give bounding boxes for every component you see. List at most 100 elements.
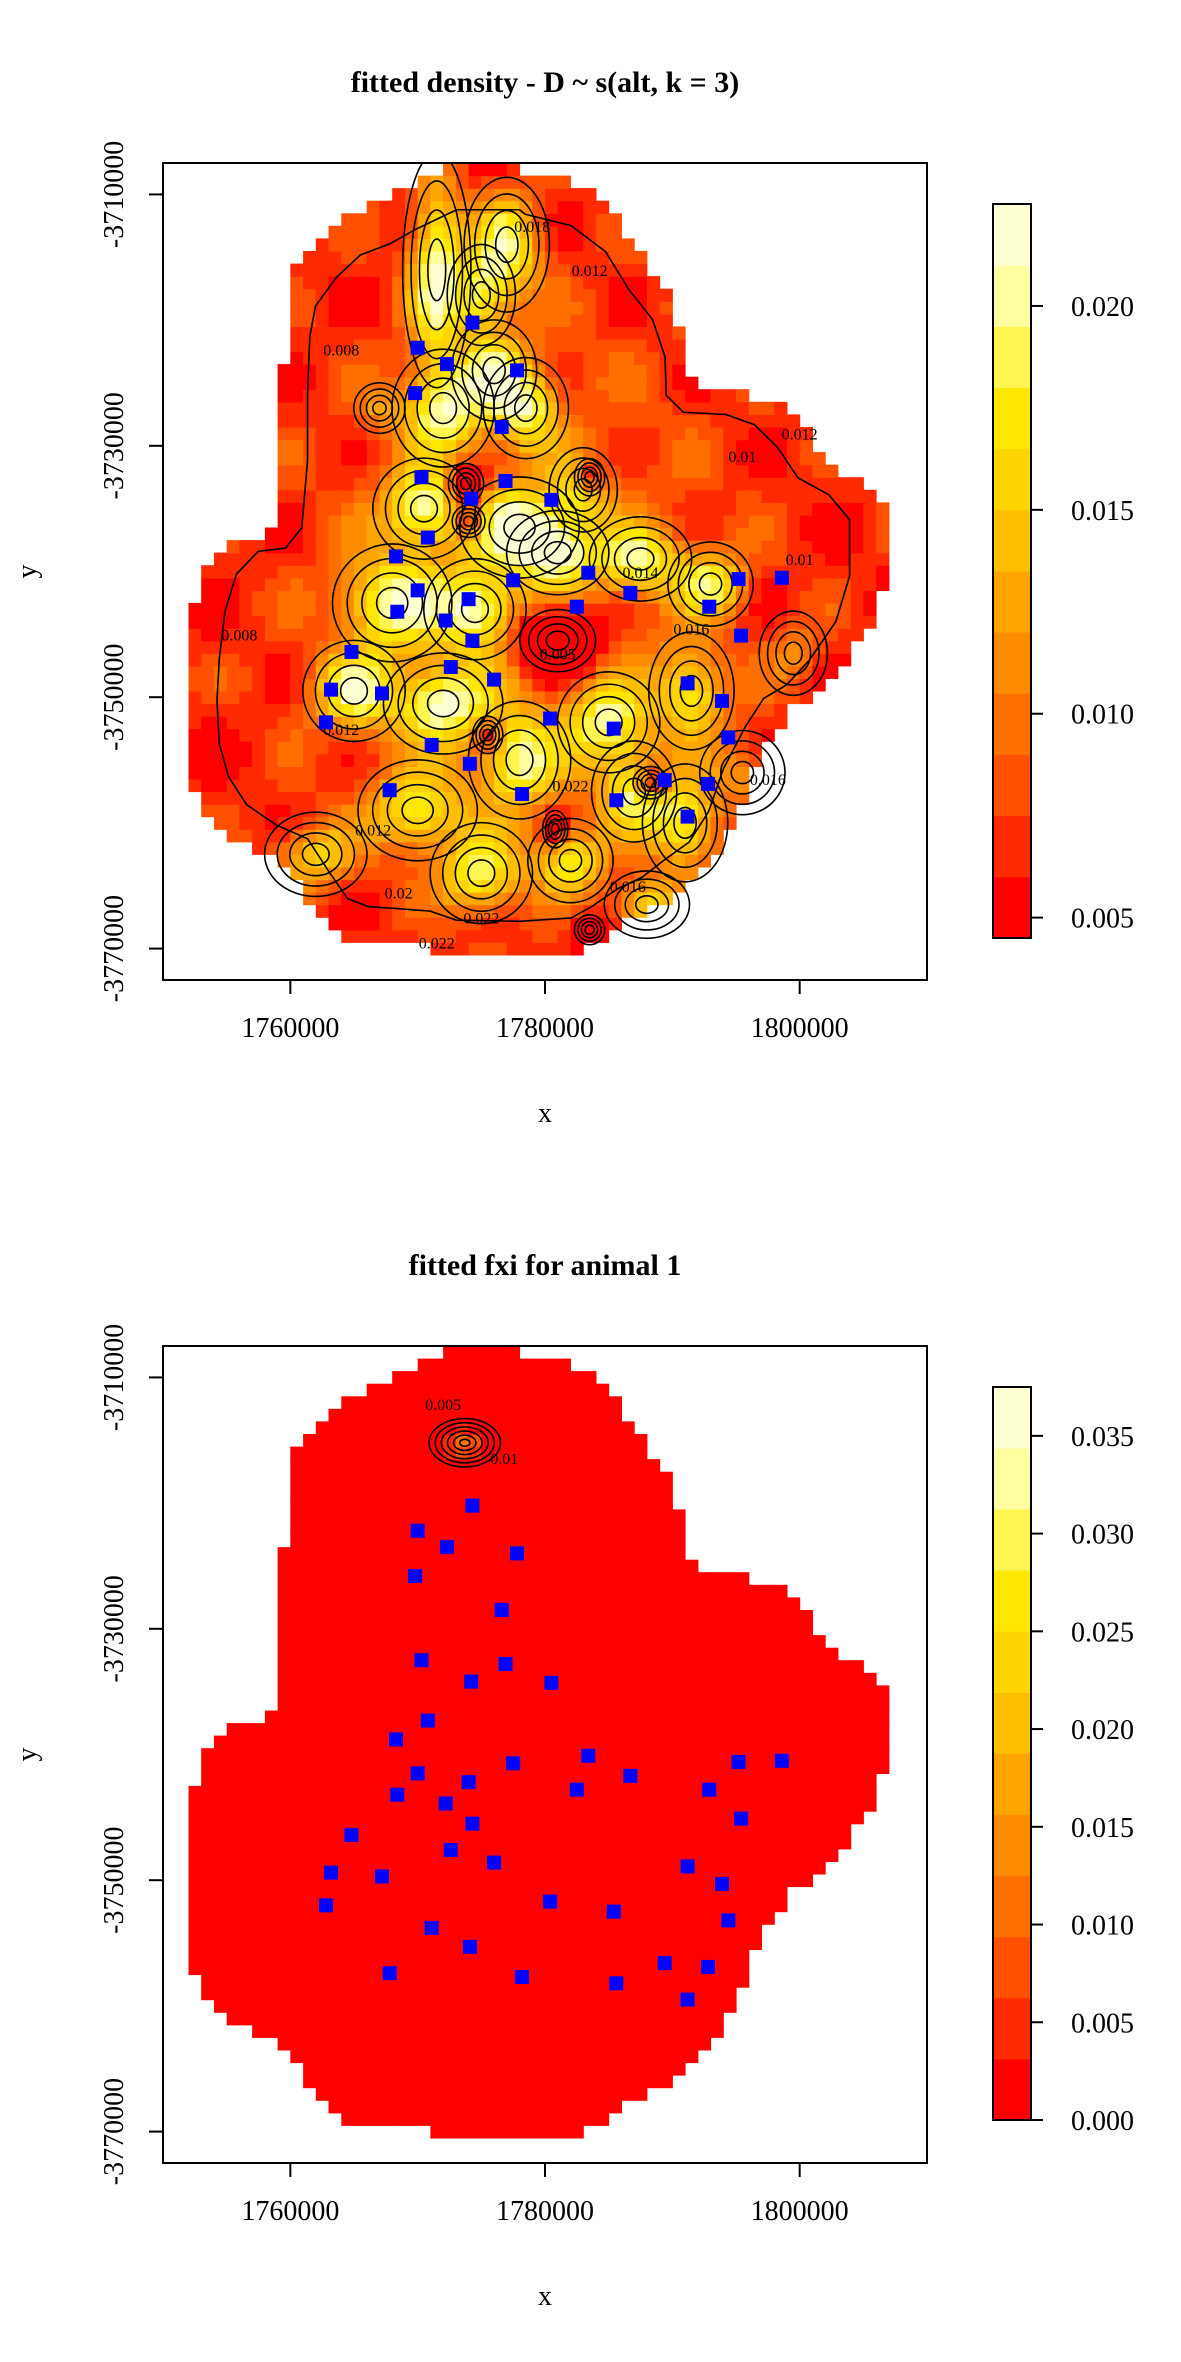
heatmap-cell	[417, 917, 431, 931]
heatmap-cell	[366, 2100, 380, 2114]
heatmap-cell	[748, 1597, 762, 1611]
heatmap-cell	[723, 439, 737, 453]
heatmap-cell	[506, 439, 521, 453]
heatmap-cell	[328, 427, 342, 441]
heatmap-cell	[303, 1597, 317, 1611]
heatmap-cell	[736, 1798, 750, 1812]
heatmap-cell	[341, 1697, 355, 1712]
heatmap-cell	[532, 1408, 546, 1422]
heatmap-cell	[685, 1697, 699, 1712]
heatmap-cell	[506, 1346, 521, 1360]
heatmap-cell	[430, 2012, 444, 2026]
heatmap-cell	[392, 1610, 406, 1624]
heatmap-cell	[519, 2125, 533, 2139]
heatmap-cell	[379, 351, 393, 365]
heatmap-cell	[761, 1723, 775, 1737]
heatmap-cell	[494, 1735, 508, 1749]
heatmap-cell	[315, 414, 330, 428]
heatmap-cell	[252, 1861, 266, 1875]
heatmap-cell	[315, 1434, 330, 1448]
heatmap-cell	[697, 1987, 712, 2001]
heatmap-cell	[570, 1622, 584, 1636]
heatmap-cell	[404, 1383, 419, 1397]
heatmap-cell	[697, 1597, 712, 1611]
heatmap-cell	[545, 1735, 559, 1749]
heatmap-cell	[672, 1823, 686, 1837]
heatmap-cell	[506, 1936, 521, 1950]
heatmap-cell	[621, 829, 635, 843]
heatmap-cell	[481, 1873, 495, 1888]
heatmap-cell	[786, 1811, 801, 1825]
heatmap-cell	[634, 1861, 648, 1875]
heatmap-cell	[366, 1534, 380, 1548]
heatmap-cell	[290, 678, 304, 692]
heatmap-cell	[506, 552, 521, 566]
heatmap-cell	[621, 1974, 635, 1988]
heatmap-cell	[532, 1798, 546, 1812]
heatmap-cell	[532, 339, 546, 353]
heatmap-cell	[774, 1798, 788, 1812]
heatmap-cell	[366, 741, 380, 755]
heatmap-cell	[557, 389, 571, 403]
heatmap-cell	[685, 1836, 699, 1850]
heatmap-cell	[290, 665, 304, 679]
heatmap-cell	[519, 1987, 533, 2001]
heatmap-cell	[379, 326, 393, 340]
heatmap-cell	[545, 2100, 559, 2114]
heatmap-cell	[557, 1886, 571, 1900]
heatmap-cell	[557, 1999, 571, 2013]
contour-line	[357, 758, 479, 862]
heatmap-cell	[430, 175, 444, 189]
heatmap-cell	[239, 728, 253, 742]
heatmap-cell	[685, 1924, 699, 1938]
heatmap-cell	[506, 829, 521, 843]
heatmap-cell	[799, 1735, 813, 1749]
contour-line	[679, 674, 704, 708]
heatmap-cell	[570, 841, 584, 855]
heatmap-cell	[379, 879, 393, 893]
heatmap-cell	[404, 2062, 419, 2076]
heatmap-cell	[557, 1924, 571, 1938]
heatmap-cell	[481, 1383, 495, 1397]
trap-point	[509, 363, 524, 378]
heatmap-cell	[710, 1848, 724, 1862]
heatmap-cell	[519, 2012, 533, 2026]
heatmap-cell	[545, 1949, 559, 1963]
heatmap-cell	[850, 590, 864, 604]
heatmap-cell	[736, 1949, 750, 1963]
heatmap-cell	[583, 716, 597, 730]
heatmap-cell	[545, 2075, 559, 2089]
heatmap-cell	[303, 1924, 317, 1938]
heatmap-cell	[354, 1572, 368, 1586]
heatmap-cell	[646, 1924, 661, 1938]
heatmap-cell	[315, 1836, 330, 1850]
heatmap-cell	[557, 1534, 571, 1548]
heatmap-cell	[570, 1861, 584, 1875]
heatmap-cell	[595, 1547, 610, 1561]
heatmap-cell	[417, 1735, 431, 1749]
heatmap-cell	[443, 1396, 457, 1410]
heatmap-cell	[341, 351, 355, 365]
heatmap-cell	[557, 1371, 571, 1385]
heatmap-cell	[532, 1961, 546, 1976]
heatmap-cell	[723, 665, 737, 679]
heatmap-cell	[659, 1836, 673, 1850]
heatmap-cell	[736, 427, 750, 441]
heatmap-cell	[506, 716, 521, 730]
heatmap-cell	[354, 1735, 368, 1749]
heatmap-cell	[519, 2024, 533, 2038]
heatmap-cell	[494, 1396, 508, 1410]
heatmap-cell	[506, 703, 521, 717]
heatmap-cell	[519, 401, 533, 415]
heatmap-cell	[532, 1710, 546, 1724]
heatmap-cell	[328, 301, 342, 315]
heatmap-cell	[825, 1823, 839, 1837]
heatmap-cell	[799, 615, 813, 629]
heatmap-cell	[277, 2037, 291, 2051]
heatmap-cell	[455, 1622, 470, 1636]
heatmap-cell	[748, 1848, 762, 1862]
heatmap-cell	[748, 464, 762, 478]
heatmap-cell	[685, 1886, 699, 1900]
heatmap-cell	[392, 1760, 406, 1774]
heatmap-cell	[825, 464, 839, 478]
